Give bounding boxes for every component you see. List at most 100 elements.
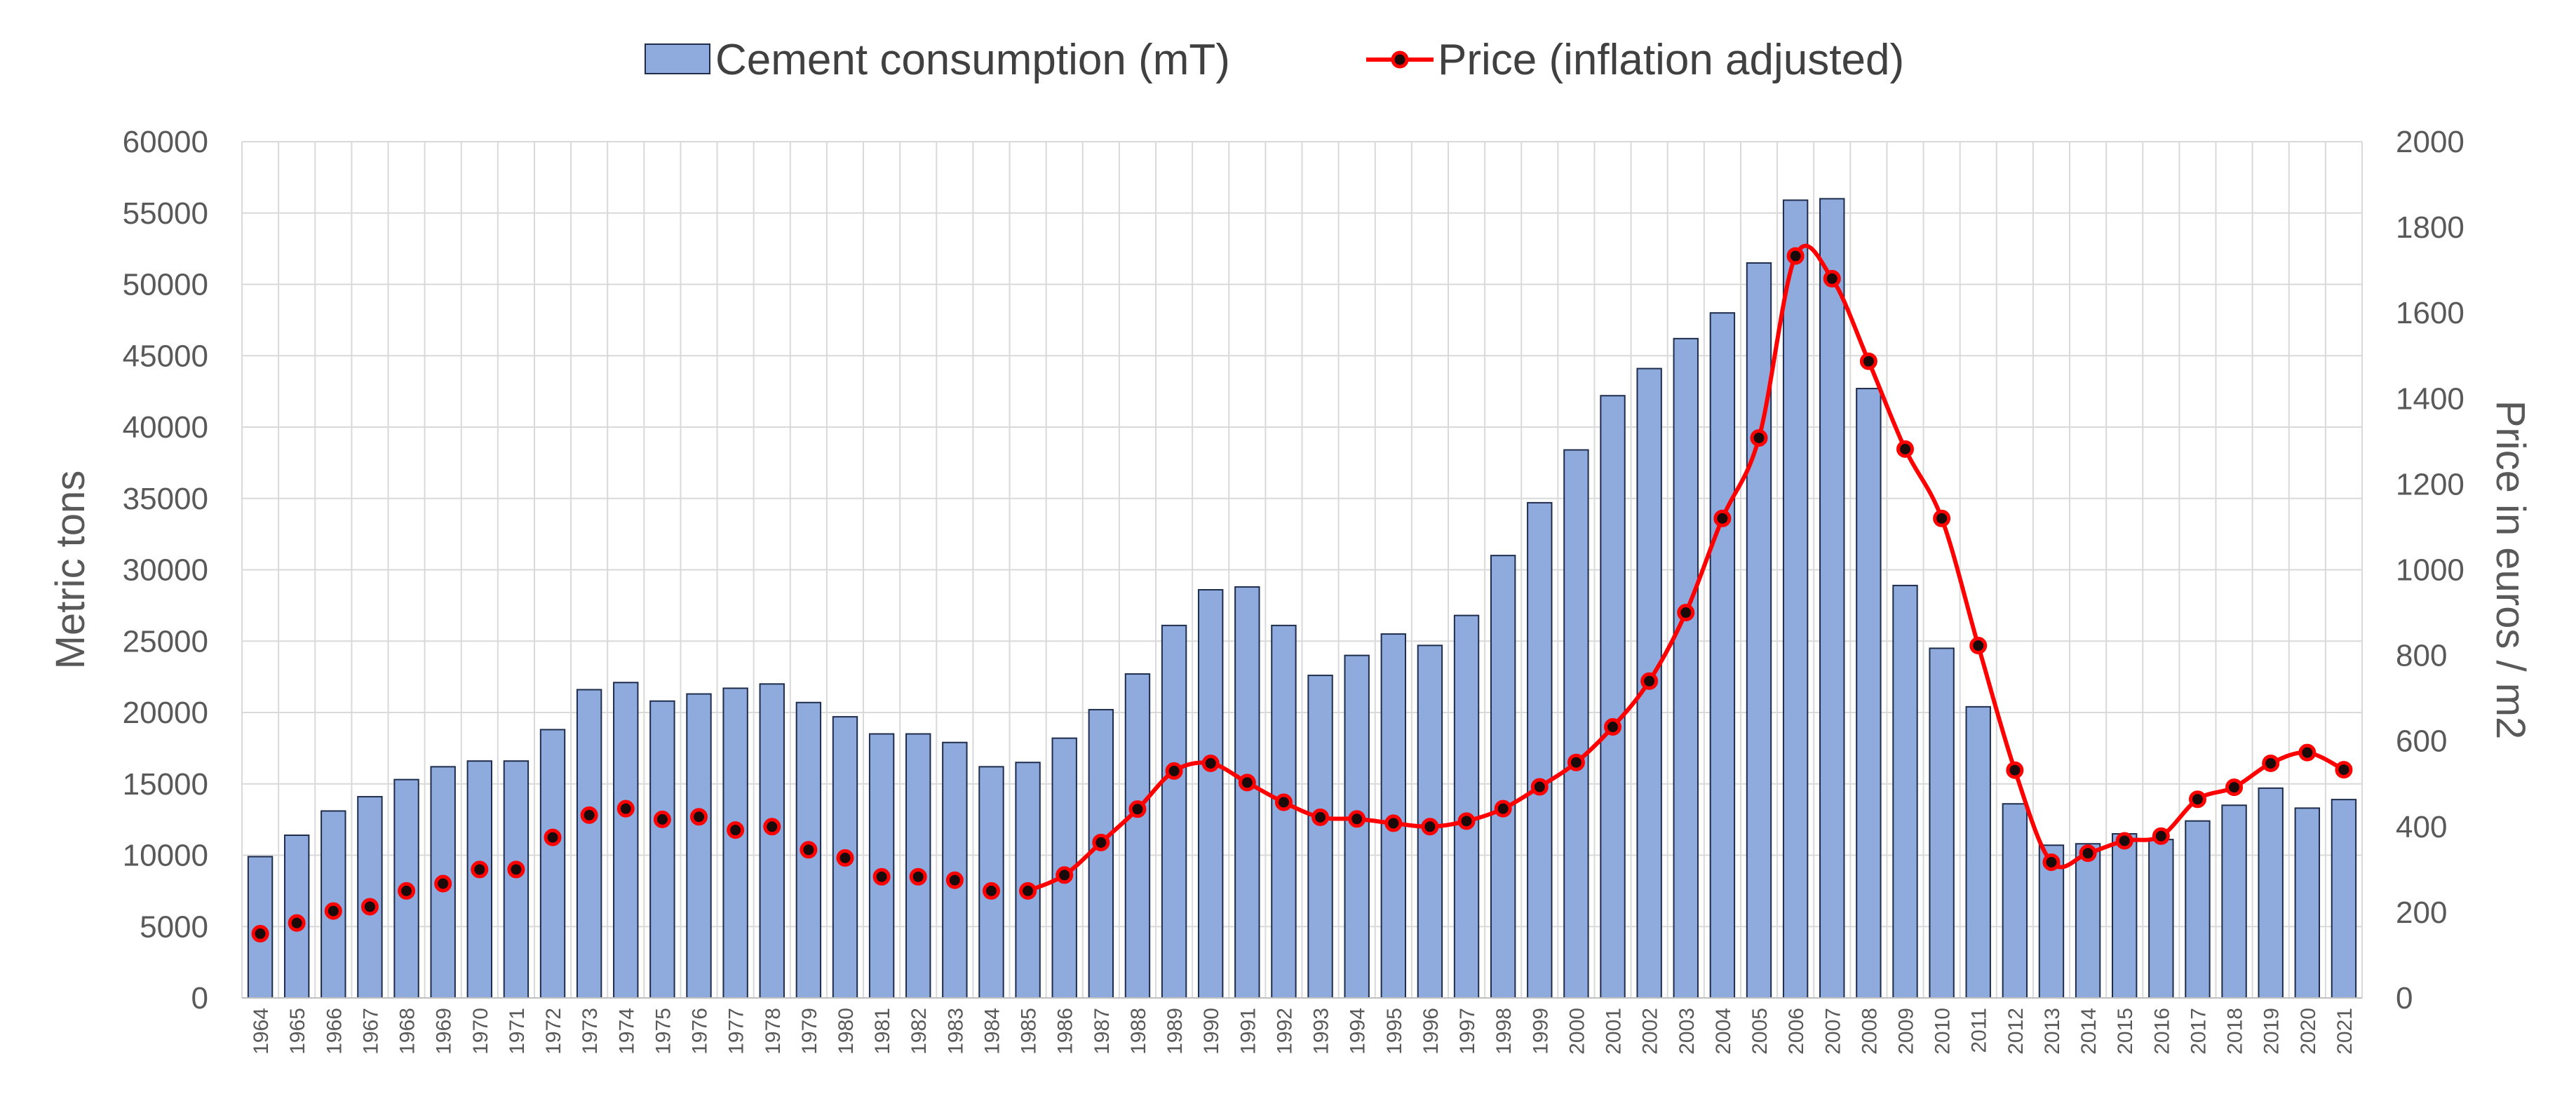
y-right-tick-label: 400 xyxy=(2396,810,2447,844)
price-point xyxy=(2042,853,2061,871)
x-tick-label: 2005 xyxy=(1748,1008,1772,1055)
price-point xyxy=(1823,269,1841,288)
x-tick-label: 1966 xyxy=(323,1008,346,1055)
bar xyxy=(1782,199,1809,999)
price-point xyxy=(1933,509,1951,527)
y-left-title: Metric tons xyxy=(48,471,93,670)
x-tick-label: 2002 xyxy=(1639,1008,1662,1055)
x-tick-label: 1972 xyxy=(542,1008,565,1055)
price-point xyxy=(2225,778,2244,797)
bar xyxy=(1746,262,1772,999)
x-tick-label: 1993 xyxy=(1310,1008,1333,1055)
x-tick-label: 1967 xyxy=(359,1008,382,1055)
x-tick-label: 1964 xyxy=(250,1008,273,1055)
y-left-tick-label: 50000 xyxy=(123,268,208,302)
bar xyxy=(1088,708,1114,999)
y-right-tick-label: 800 xyxy=(2396,639,2447,673)
price-point xyxy=(2188,790,2206,809)
bar xyxy=(1673,337,1699,999)
price-point xyxy=(1640,672,1659,690)
bar xyxy=(613,682,639,999)
bar xyxy=(1856,388,1882,999)
x-tick-label: 1998 xyxy=(1492,1008,1516,1055)
bar xyxy=(2294,807,2321,999)
x-tick-label: 1990 xyxy=(1200,1008,1223,1055)
price-point xyxy=(800,841,818,859)
x-tick-label: 1977 xyxy=(725,1008,748,1055)
x-tick-label: 1968 xyxy=(396,1008,419,1055)
x-tick-label: 2012 xyxy=(2004,1008,2028,1055)
y-left-tick-label: 45000 xyxy=(123,339,208,373)
bar xyxy=(2185,820,2211,999)
y-left-tick-label: 0 xyxy=(191,981,208,1015)
x-tick-label: 2009 xyxy=(1895,1008,1918,1055)
bar xyxy=(1307,675,1333,999)
y-left-tick-label: 10000 xyxy=(123,839,208,873)
x-tick-label: 1980 xyxy=(835,1008,858,1055)
price-point xyxy=(324,902,342,920)
y-right-tick-label: 1000 xyxy=(2396,553,2464,588)
x-tick-label: 1989 xyxy=(1164,1008,1187,1055)
x-tick-label: 2003 xyxy=(1675,1008,1699,1055)
x-tick-label: 1999 xyxy=(1529,1008,1552,1055)
price-point xyxy=(1274,793,1293,811)
x-tick-label: 2006 xyxy=(1785,1008,1808,1055)
bar xyxy=(1124,673,1151,999)
x-tick-label: 2018 xyxy=(2224,1008,2247,1055)
bar xyxy=(357,796,383,999)
bar xyxy=(1819,198,1845,999)
bar xyxy=(1197,588,1224,999)
price-point xyxy=(1457,812,1476,830)
x-tick-label: 1992 xyxy=(1273,1008,1296,1055)
price-point xyxy=(1530,778,1549,796)
x-tick-label: 2013 xyxy=(2041,1008,2064,1055)
bar xyxy=(1709,312,1736,999)
bar xyxy=(503,760,530,999)
x-tick-label: 1979 xyxy=(798,1008,821,1055)
bar xyxy=(686,693,712,999)
price-point xyxy=(2152,827,2170,845)
price-point xyxy=(872,867,891,886)
x-tick-label: 2014 xyxy=(2077,1008,2100,1055)
x-tick-label: 2015 xyxy=(2114,1008,2137,1055)
price-point xyxy=(1238,774,1256,792)
price-point xyxy=(836,849,854,867)
price-point xyxy=(909,867,927,886)
price-point xyxy=(434,874,452,893)
price-point xyxy=(1128,800,1147,818)
bar xyxy=(1015,762,1041,999)
x-tick-label: 1991 xyxy=(1236,1008,1260,1055)
bar xyxy=(2038,844,2065,999)
x-tick-label: 2021 xyxy=(2333,1008,2356,1055)
price-point xyxy=(398,882,416,900)
price-point xyxy=(360,898,379,916)
x-tick-label: 2017 xyxy=(2187,1008,2211,1055)
gridlines xyxy=(241,141,2363,999)
bar xyxy=(1965,705,1991,999)
x-tick-label: 1994 xyxy=(1347,1008,1370,1055)
price-point xyxy=(1713,509,1732,527)
x-tick-label: 1983 xyxy=(944,1008,967,1055)
x-tick-label: 1971 xyxy=(506,1008,529,1055)
x-tick-label: 2008 xyxy=(1858,1008,1881,1055)
y-right-tick-label: 200 xyxy=(2396,896,2447,930)
x-tick-label: 2010 xyxy=(1931,1008,1955,1055)
x-tick-label: 2004 xyxy=(1712,1008,1735,1055)
x-tick-label: 1988 xyxy=(1127,1008,1150,1055)
price-point xyxy=(2262,754,2280,772)
price-point xyxy=(1969,637,1988,655)
x-tick-label: 1973 xyxy=(579,1008,602,1055)
x-tick-label: 2020 xyxy=(2297,1008,2320,1055)
legend-label-price: Price (inflation adjusted) xyxy=(1438,36,1904,84)
price-point xyxy=(1421,818,1439,836)
price-point xyxy=(1201,754,1220,772)
price-point xyxy=(1567,753,1585,771)
bar xyxy=(576,689,602,999)
bar xyxy=(942,741,968,999)
bar xyxy=(2221,804,2247,999)
price-point xyxy=(544,828,562,846)
bar xyxy=(759,683,785,999)
y-left-tick-label: 35000 xyxy=(123,482,208,516)
bar xyxy=(2112,832,2138,999)
